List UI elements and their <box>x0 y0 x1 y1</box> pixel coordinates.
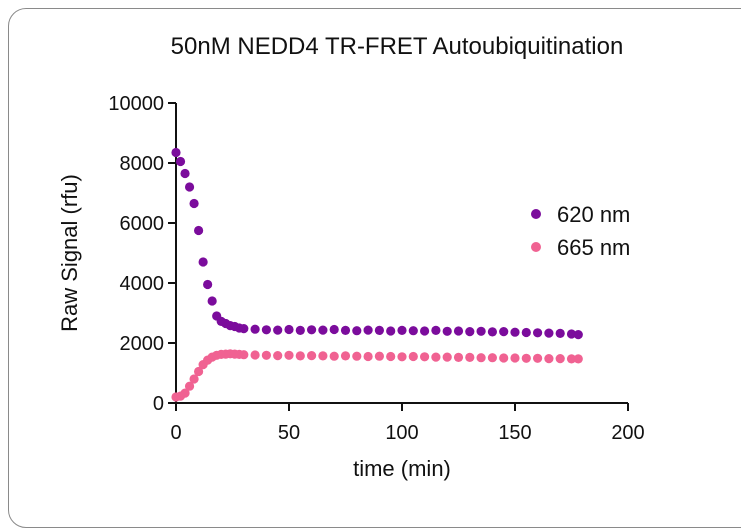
data-point <box>250 324 260 334</box>
series-1 <box>171 349 583 402</box>
data-point <box>194 225 204 236</box>
y-tick-label: 4000 <box>120 273 165 295</box>
data-point <box>573 354 583 364</box>
data-point <box>329 351 339 361</box>
x-tick-label: 0 <box>170 422 181 444</box>
data-point <box>295 351 305 361</box>
data-point <box>198 257 208 267</box>
data-point <box>295 325 305 335</box>
data-point <box>273 325 283 335</box>
data-point <box>340 351 351 361</box>
data-point <box>171 147 181 158</box>
data-point <box>487 327 497 337</box>
data-point <box>284 324 294 335</box>
y-tick-label: 8000 <box>120 153 165 175</box>
legend: 620 nm 665 nm <box>531 202 630 260</box>
data-point <box>203 279 213 290</box>
data-point <box>184 182 195 192</box>
data-point <box>510 327 520 337</box>
data-point <box>476 353 486 363</box>
data-point <box>189 374 199 384</box>
y-axis-label: Raw Signal (rfu) <box>57 174 82 332</box>
data-point <box>555 328 565 338</box>
data-point <box>189 198 199 209</box>
data-point <box>374 325 384 335</box>
x-tick-label: 50 <box>278 422 300 444</box>
data-point <box>499 327 509 337</box>
data-point <box>487 353 497 363</box>
data-point <box>566 354 577 364</box>
data-point <box>510 353 520 363</box>
data-point <box>175 156 186 167</box>
data-point <box>352 351 362 361</box>
data-point <box>318 325 328 335</box>
data-point <box>318 351 328 361</box>
legend-label: 665 nm <box>557 235 630 260</box>
data-point <box>453 326 464 336</box>
x-tick-label: 100 <box>385 422 418 444</box>
data-point <box>207 296 217 306</box>
y-tick-label: 6000 <box>120 213 165 235</box>
data-point <box>329 324 339 335</box>
x-tick-label: 150 <box>498 422 531 444</box>
data-point <box>397 325 407 335</box>
data-point <box>184 381 195 391</box>
data-point <box>499 353 509 363</box>
data-point <box>239 350 249 360</box>
data-point <box>363 351 373 362</box>
y-tick-label: 10000 <box>108 93 164 115</box>
data-point <box>420 326 430 336</box>
data-point <box>544 328 554 338</box>
data-point <box>521 327 531 338</box>
legend-label: 620 nm <box>557 202 630 227</box>
x-axis-label: time (min) <box>353 456 451 481</box>
data-point <box>555 354 565 364</box>
data-point <box>180 168 190 179</box>
data-point <box>386 326 396 336</box>
data-point <box>442 326 452 336</box>
data-point <box>374 351 384 361</box>
data-point <box>408 351 418 362</box>
data-point <box>420 352 430 362</box>
data-point <box>442 352 452 362</box>
data-point <box>363 325 373 335</box>
data-point <box>340 325 351 335</box>
chart-title: 50nM NEDD4 TR-FRET Autoubiquitination <box>171 33 624 60</box>
legend-marker <box>531 242 541 252</box>
data-point <box>352 326 362 336</box>
y-tick-label: 2000 <box>120 333 165 355</box>
data-point <box>194 366 204 377</box>
data-point <box>465 352 475 362</box>
data-point <box>533 328 543 338</box>
data-point <box>431 352 441 362</box>
data-point <box>261 350 271 360</box>
data-point <box>307 351 317 361</box>
data-point <box>533 353 543 363</box>
chart-svg: 50nM NEDD4 TR-FRET Autoubiquitination 0 2… <box>57 33 645 481</box>
data-point <box>544 354 554 364</box>
x-tick-label: 200 <box>611 422 644 444</box>
data-point <box>284 350 294 360</box>
series-0 <box>171 147 583 340</box>
data-point <box>180 388 190 398</box>
data-point <box>573 330 583 340</box>
data-point <box>453 352 464 362</box>
data-point <box>566 329 577 339</box>
legend-marker <box>531 209 541 219</box>
data-point <box>465 327 475 337</box>
data-point <box>408 326 418 336</box>
data-point <box>261 325 271 335</box>
data-point <box>386 351 396 362</box>
data-point <box>431 325 441 335</box>
data-point <box>250 350 260 360</box>
data-point <box>239 324 249 334</box>
data-point <box>521 353 531 363</box>
data-point <box>476 326 486 336</box>
data-point <box>307 325 317 335</box>
data-point <box>397 352 407 362</box>
data-point <box>273 351 283 361</box>
y-tick-label: 0 <box>153 393 164 415</box>
